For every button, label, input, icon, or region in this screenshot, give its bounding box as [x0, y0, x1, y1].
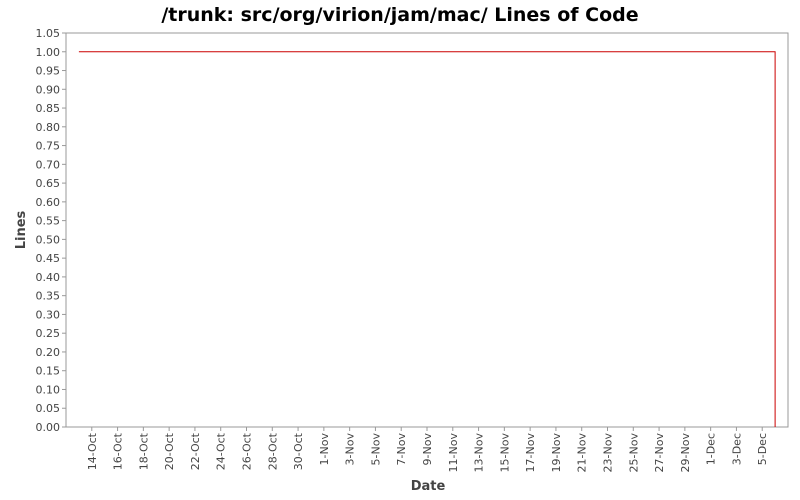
line-series [78, 51, 776, 427]
y-tick-label: 0.75 [36, 140, 61, 153]
x-tick-label: 14-Oct [86, 432, 99, 470]
y-tick-label: 0.30 [36, 308, 61, 321]
y-tick-label: 0.00 [36, 421, 61, 434]
y-tick-label: 0.55 [36, 215, 61, 228]
y-tick-label: 0.85 [36, 102, 61, 115]
x-tick-label: 17-Nov [524, 433, 537, 473]
plot-area [65, 32, 789, 428]
x-tick-label: 5-Nov [369, 433, 382, 466]
y-tick-label: 0.25 [36, 327, 61, 340]
y-tick-label: 0.40 [36, 271, 61, 284]
y-tick-label: 0.80 [36, 121, 61, 134]
x-tick-label: 7-Nov [395, 433, 408, 466]
x-tick-label: 1-Nov [318, 433, 331, 466]
x-tick-label: 27-Nov [653, 433, 666, 473]
x-tick-label: 26-Oct [241, 432, 254, 470]
x-tick-label: 24-Oct [215, 432, 228, 470]
x-tick-label: 5-Dec [756, 433, 769, 465]
y-tick-label: 0.65 [36, 177, 61, 190]
x-tick-label: 20-Oct [163, 432, 176, 470]
x-tick-label: 3-Dec [730, 433, 743, 465]
y-tick-label: 0.45 [36, 252, 61, 265]
x-tick-label: 19-Nov [550, 433, 563, 473]
x-tick-label: 1-Dec [705, 433, 718, 465]
y-tick-label: 0.15 [36, 365, 61, 378]
x-tick-label: 23-Nov [602, 433, 615, 473]
y-tick-label: 0.70 [36, 158, 61, 171]
y-axis-title: Lines [14, 210, 29, 249]
y-tick-label: 0.05 [36, 402, 61, 415]
x-tick-label: 16-Oct [112, 432, 125, 470]
x-tick-label: 29-Nov [679, 433, 692, 473]
x-tick-label: 11-Nov [447, 433, 460, 473]
x-tick-label: 15-Nov [498, 433, 511, 473]
x-tick-label: 30-Oct [292, 432, 305, 470]
x-tick-label: 25-Nov [627, 433, 640, 473]
y-tick-label: 0.60 [36, 196, 61, 209]
x-axis-title: Date [411, 479, 446, 494]
x-tick-label: 28-Oct [266, 432, 279, 470]
y-tick-label: 1.05 [36, 27, 61, 40]
chart-title: /trunk: src/org/virion/jam/mac/ Lines of… [161, 4, 638, 26]
y-tick-label: 1.00 [36, 46, 61, 59]
x-tick-label: 21-Nov [576, 433, 589, 473]
x-tick-label: 13-Nov [473, 433, 486, 473]
y-tick-label: 0.10 [36, 383, 61, 396]
x-tick-label: 18-Oct [137, 432, 150, 470]
y-tick-label: 0.95 [36, 65, 61, 78]
x-tick-label: 22-Oct [189, 432, 202, 470]
y-tick-label: 0.20 [36, 346, 61, 359]
y-tick-label: 0.90 [36, 83, 61, 96]
y-tick-label: 0.50 [36, 233, 61, 246]
x-tick-label: 3-Nov [344, 433, 357, 466]
x-tick-label: 9-Nov [421, 433, 434, 466]
y-tick-label: 0.35 [36, 290, 61, 303]
